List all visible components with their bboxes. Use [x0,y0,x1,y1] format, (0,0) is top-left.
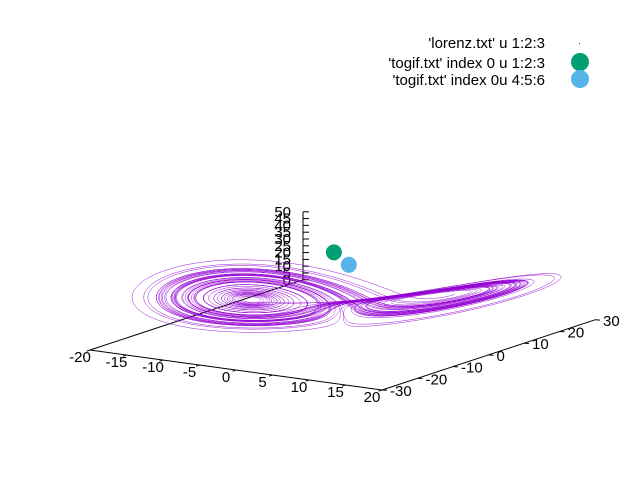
x-tick-label: -20 [69,349,91,366]
x-tick-label: -15 [106,354,128,371]
x-tick-mark [378,389,383,392]
y-tick-label: 20 [568,325,585,342]
z-tick-label: 20 [274,245,291,262]
z-tick-label: 15 [274,251,291,268]
lorenz-path [131,259,562,333]
x-tick-mark [159,359,164,362]
z-tick-label: 35 [274,224,291,241]
x-tick-label: 0 [222,369,230,386]
lorenz-trajectory [131,259,562,333]
y-tick-label: 30 [603,313,620,330]
y-tick-label: 10 [532,336,549,353]
legend-label-1: 'togif.txt' index 0 u 1:2:3 [388,55,545,72]
x-tick-mark [122,354,127,357]
x-tick-mark [195,364,200,367]
legend-label-2: 'togif.txt' index 0u 4:5:6 [393,72,546,89]
series-2-marker [340,256,357,273]
z-tick-label: 45 [274,211,291,228]
y-tick-label: -20 [426,371,448,388]
legend-label-0: 'lorenz.txt' u 1:2:3 [428,35,545,52]
x-tick-mark [86,349,91,352]
x-tick-mark [232,369,237,372]
x-tick-mark [305,379,310,382]
legend-marker-1 [571,53,589,71]
legend-dot-0 [579,43,580,44]
legend-marker-2 [571,70,589,88]
x-tick-mark [341,384,346,387]
z-tick-label: 30 [274,231,291,248]
x-tick-label: 15 [327,384,344,401]
y-tick-label: -30 [390,383,412,400]
y-tick-label: -10 [461,360,483,377]
series-1-marker [325,244,342,261]
z-tick-label: 0 [283,272,291,289]
z-tick-label: 40 [274,217,291,234]
z-tick-label: 50 [274,204,291,221]
x-tick-label: -5 [183,364,196,381]
z-tick-label: 25 [274,238,291,255]
y-tick-label: 0 [497,348,505,365]
x-tick-mark [268,374,273,377]
z-tick-label: 5 [283,265,291,282]
x-tick-label: -10 [142,359,164,376]
x-tick-label: 10 [291,379,308,396]
tick-labels: -20 -15 -10 -5 0 5 10 15 20 -30-20-10010203005101… [69,204,620,406]
legend: 'lorenz.txt' u 1:2:3 'togif.txt' index 0 … [388,35,589,89]
markers [325,244,357,273]
x-tick-label: 5 [258,374,266,391]
x-tick-label: 20 [364,389,381,406]
